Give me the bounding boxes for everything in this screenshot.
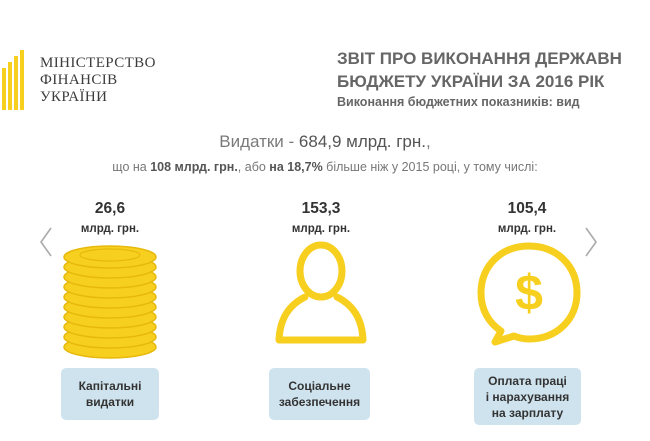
item-value: 26,6 (94, 200, 126, 217)
subline-text: що на (112, 160, 151, 174)
report-subtitle: Виконання бюджетних показників: вид (337, 95, 580, 109)
carousel-next-arrow-icon[interactable] (583, 226, 599, 258)
headline-suffix: , (426, 132, 431, 151)
headline: Видатки - 684,9 млрд. грн., (0, 132, 650, 152)
report-title-line: БЮДЖЕТУ УКРАЇНИ ЗА 2016 РІК (337, 72, 605, 91)
carousel-prev-arrow-icon[interactable] (38, 226, 54, 258)
item-label-line: Соціальне (288, 379, 351, 393)
report-title-line: ЗВІТ ПРО ВИКОНАННЯ ДЕРЖАВН (337, 49, 622, 68)
item-label-line: Капітальні (78, 379, 142, 393)
headline-details: що на 108 млрд. грн., або на 18,7% більш… (0, 160, 650, 174)
report-title: ЗВІТ ПРО ВИКОНАННЯ ДЕРЖАВН БЮДЖЕТУ УКРАЇ… (337, 47, 650, 93)
person-icon (275, 241, 367, 344)
ministry-name: МІНІСТЕРСТВО ФІНАНСІВ УКРАЇНИ (40, 55, 156, 106)
social-security-label: Соціальне забезпечення (269, 368, 370, 420)
wages-value: 105,4 млрд. грн. (462, 200, 592, 235)
svg-text:$: $ (515, 265, 543, 321)
item-unit: млрд. грн. (80, 223, 140, 235)
headline-prefix: Видатки - (219, 132, 299, 151)
subline-bold: 108 млрд. грн. (150, 160, 238, 174)
item-label-line: видатки (85, 395, 135, 409)
social-security-value: 153,3 млрд. грн. (256, 200, 386, 235)
item-unit: млрд. грн. (497, 223, 557, 235)
item-unit: млрд. грн. (291, 223, 351, 235)
item-label-line: Оплата праці (488, 373, 567, 388)
headline-amount: 684,9 млрд. грн. (298, 132, 426, 151)
capital-expenditures-value: 26,6 млрд. грн. (45, 200, 175, 235)
ministry-logo-icon (2, 50, 24, 110)
subline-bold: на 18,7% (269, 160, 323, 174)
item-label-line: на зарплату (491, 405, 564, 420)
dollar-speech-bubble-icon: $ (477, 242, 581, 346)
coins-stack-icon (63, 245, 157, 359)
ministry-name-line: МІНІСТЕРСТВО (40, 55, 156, 71)
item-label-line: забезпечення (278, 395, 361, 409)
item-label-line: і нарахування (485, 389, 570, 404)
ministry-name-line: ФІНАНСІВ (40, 72, 118, 88)
ministry-name-line: УКРАЇНИ (40, 89, 108, 105)
subline-text: більше ніж у 2015 році, у тому числі: (322, 160, 538, 174)
capital-expenditures-label: Капітальні видатки (61, 368, 159, 420)
item-value: 153,3 (301, 200, 341, 217)
subline-text: , або (237, 160, 270, 174)
item-value: 105,4 (507, 200, 547, 217)
wages-label: Оплата праці і нарахування на зарплату (474, 368, 581, 425)
